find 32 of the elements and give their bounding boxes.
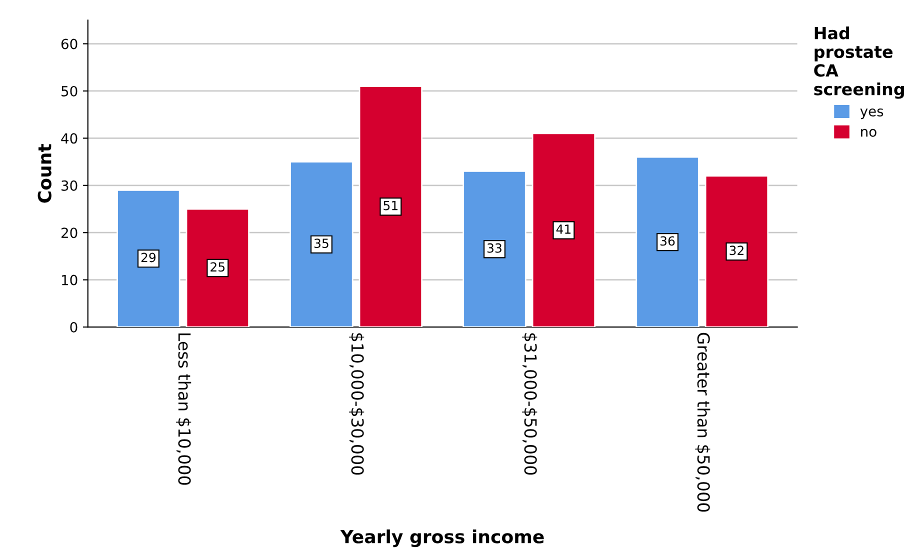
x-tick-label: $10,000-$30,000 (349, 333, 364, 475)
legend-title: Had prostate CA screening (814, 26, 904, 99)
legend-label: yes (860, 108, 884, 120)
x-tick-label: $31,000-$50,000 (522, 333, 538, 475)
data-label: 33 (487, 243, 502, 253)
data-label: 29 (141, 252, 156, 262)
y-tick-label: 10 (62, 274, 78, 286)
y-axis-title: Count (38, 144, 52, 203)
bar (462, 170, 526, 328)
y-tick-label: 30 (62, 180, 78, 191)
y-tick-label: 20 (62, 228, 78, 238)
data-label: 36 (660, 236, 675, 246)
bar (532, 132, 596, 328)
x-axis-title: Yearly gross income (340, 529, 544, 548)
bar (116, 189, 180, 328)
data-label: 35 (314, 238, 328, 248)
x-tick-label: Less than $10,000 (176, 334, 192, 485)
y-tick-label: 40 (61, 133, 78, 144)
bar (636, 156, 700, 328)
data-label: 25 (210, 262, 225, 272)
data-label: 41 (556, 224, 570, 234)
x-tick-label: Greater than $50,000 (695, 332, 710, 512)
bar (704, 175, 769, 328)
bar (290, 161, 354, 328)
y-tick-label: 0 (70, 322, 78, 333)
data-label: 51 (384, 200, 398, 210)
bar (358, 86, 423, 328)
y-tick-label: 50 (62, 86, 78, 96)
legend-label: no (861, 128, 876, 137)
y-tick-label: 60 (61, 38, 78, 50)
data-label: 32 (730, 246, 744, 256)
bar (186, 208, 250, 328)
